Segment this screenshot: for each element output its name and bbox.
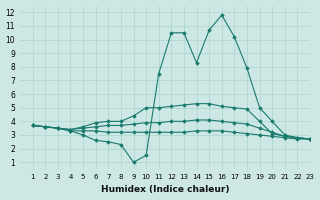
X-axis label: Humidex (Indice chaleur): Humidex (Indice chaleur)	[101, 185, 229, 194]
